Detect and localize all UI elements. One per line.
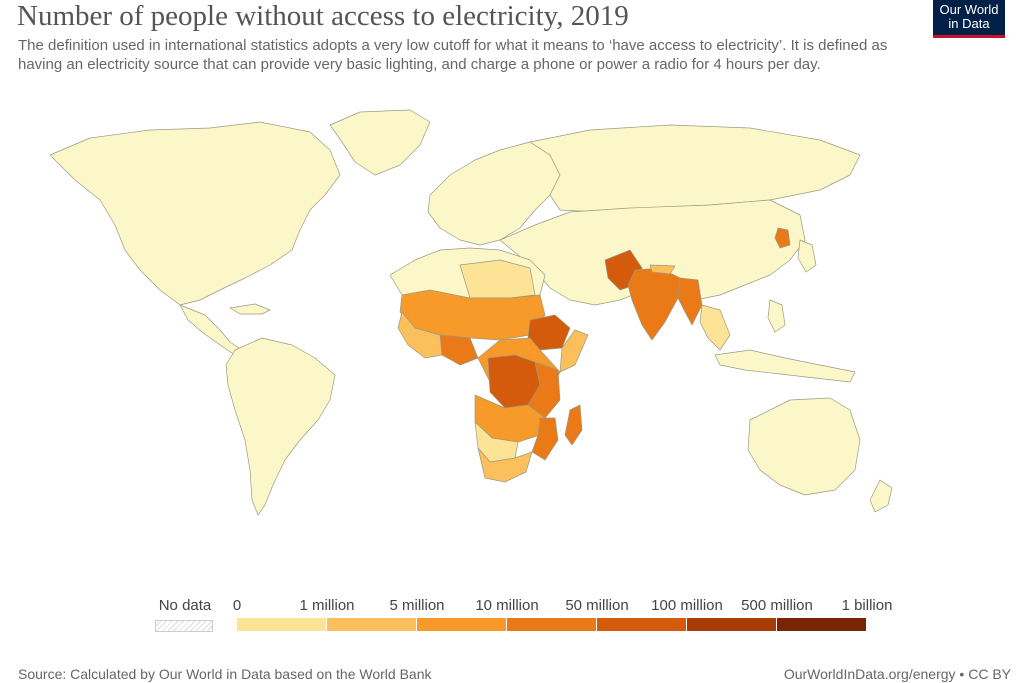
legend-no-data-swatch[interactable]: [155, 620, 213, 632]
region-japan: [797, 239, 817, 273]
region-north-america: [49, 121, 341, 306]
legend-tick-7: 1 billion: [841, 597, 893, 614]
region-somalia: [559, 329, 589, 373]
world-map: [49, 109, 893, 516]
legend-swatch-3[interactable]: [507, 618, 597, 631]
chart-title: Number of people without access to elect…: [17, 0, 629, 32]
region-west-africa: [397, 311, 443, 359]
logo-line-2: in Data: [948, 16, 990, 31]
region-indonesia: [714, 349, 856, 383]
region-nigeria: [439, 334, 479, 366]
region-mozambique: [531, 417, 559, 461]
legend-tick-6: 500 million: [741, 597, 813, 614]
legend-color-scale: [237, 618, 867, 631]
region-madagascar: [564, 404, 583, 446]
credit-link[interactable]: OurWorldInData.org/energy • CC BY: [783, 666, 1011, 682]
legend-tick-3: 10 million: [475, 597, 539, 614]
region-india: [627, 267, 681, 341]
region-australia: [747, 397, 861, 496]
region-greenland: [329, 109, 431, 176]
logo-line-1: Our World: [939, 2, 999, 17]
legend-tick-2: 5 million: [389, 597, 445, 614]
region-southeast-asia: [699, 304, 731, 351]
region-russia: [529, 124, 861, 213]
legend-swatch-0[interactable]: [237, 618, 327, 631]
owid-logo[interactable]: Our World in Data: [933, 0, 1005, 38]
chart-subtitle: The definition used in international sta…: [18, 37, 888, 73]
source-note: Source: Calculated by Our World in Data …: [18, 666, 432, 682]
region-caribbean: [229, 303, 271, 315]
region-philippines: [767, 299, 786, 333]
region-new-zealand: [869, 479, 893, 513]
region-myanmar-bangladesh: [677, 277, 703, 326]
legend-tick-5: 100 million: [651, 597, 723, 614]
legend-swatch-5[interactable]: [687, 618, 777, 631]
legend-no-data-label: No data: [158, 597, 212, 614]
region-north-korea: [774, 227, 791, 249]
legend-swatch-2[interactable]: [417, 618, 507, 631]
legend-swatch-1[interactable]: [327, 618, 417, 631]
legend-swatch-6[interactable]: [777, 618, 867, 631]
legend-tick-1: 1 million: [299, 597, 355, 614]
legend-tick-0: 0: [232, 597, 242, 614]
region-south-africa: [477, 447, 533, 483]
region-asia: [499, 199, 806, 306]
region-central-america: [179, 304, 243, 356]
region-south-america: [225, 337, 336, 516]
legend-tick-4: 50 million: [565, 597, 629, 614]
legend-swatch-4[interactable]: [597, 618, 687, 631]
region-nepal: [649, 264, 676, 275]
region-europe: [427, 141, 561, 246]
